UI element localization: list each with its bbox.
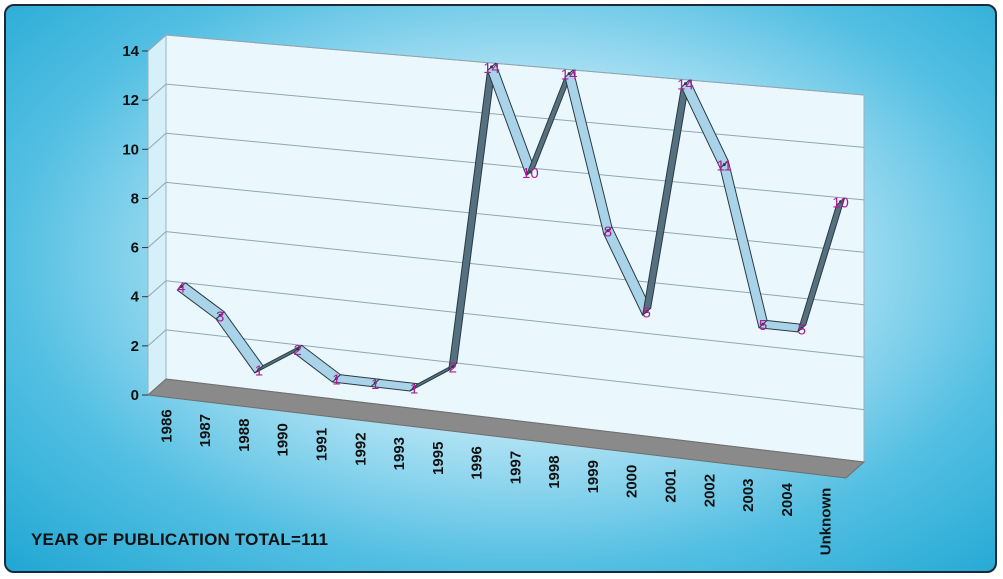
data-label: 10 (832, 195, 849, 212)
x-tick-label: 2004 (779, 482, 796, 516)
data-point (645, 310, 649, 314)
data-point (296, 347, 300, 351)
side-gridline (147, 83, 167, 101)
data-point (800, 326, 804, 330)
side-gridline (147, 329, 167, 347)
data-label: 14 (483, 60, 500, 77)
data-point (257, 367, 261, 371)
x-tick-label: Unknown (818, 488, 835, 556)
chart-frame: 0 2 4 6 8 10 12 14 1986 1987 1988 1990 1991 1992 1993… (4, 4, 997, 573)
y-tick-label: 0 (131, 387, 139, 404)
x-tick-label: 1986 (158, 409, 175, 442)
x-tick-label: 1988 (236, 419, 253, 452)
data-point (451, 365, 455, 369)
x-tick-label: 1997 (507, 451, 524, 484)
line-segment (797, 197, 846, 333)
side-gridline (147, 182, 167, 199)
x-tick-label: 1999 (585, 460, 602, 493)
x-axis-ticks: 1986 1987 1988 1990 1991 1992 1993 1995 1996 1997… (158, 409, 834, 555)
x-tick-label: 2003 (740, 478, 757, 511)
data-point (567, 72, 571, 76)
series-line (176, 62, 846, 392)
data-label: 5 (643, 305, 651, 322)
y-tick-label: 2 (131, 338, 139, 355)
data-point (490, 65, 494, 69)
side-gridline (147, 280, 167, 298)
data-point (722, 163, 726, 167)
data-label: 3 (216, 308, 224, 325)
data-point (761, 322, 765, 326)
data-point (606, 229, 610, 233)
gridlines (147, 34, 865, 411)
gridline (165, 329, 865, 411)
data-label: 1 (332, 371, 340, 388)
data-point (179, 284, 183, 288)
data-label: 11 (716, 158, 732, 175)
data-label: 2 (294, 342, 302, 359)
data-label: 1 (255, 362, 263, 379)
data-label: 14 (677, 77, 694, 94)
gridline (165, 132, 865, 201)
y-tick-label: 8 (131, 190, 139, 207)
data-label: 8 (604, 224, 612, 241)
y-tick-label: 10 (122, 141, 139, 158)
y-tick-label: 14 (122, 43, 139, 60)
x-tick-label: 1995 (430, 442, 447, 475)
x-tick-label: 1998 (546, 455, 563, 488)
data-label: 1 (371, 376, 379, 393)
data-point (839, 200, 843, 204)
data-point (528, 170, 532, 174)
data-label: 4 (177, 279, 185, 296)
chart-title: YEAR OF PUBLICATION TOTAL=111 (31, 530, 329, 549)
x-tick-label: 1993 (391, 437, 408, 470)
side-gridline (147, 132, 167, 150)
x-tick-label: 1991 (314, 428, 331, 461)
data-point (218, 313, 222, 317)
x-tick-label: 1990 (275, 423, 292, 456)
x-tick-label: 1996 (469, 446, 486, 479)
chart-floor (146, 378, 866, 479)
gridline (165, 280, 865, 358)
x-tick-label: 1987 (197, 414, 214, 447)
gridline (165, 231, 865, 306)
data-label: 10 (522, 165, 539, 182)
y-tick-label: 4 (131, 289, 140, 306)
chart-side-wall (147, 33, 167, 397)
x-tick-label: 1992 (352, 432, 369, 465)
side-gridline (147, 34, 167, 52)
data-label: 5 (798, 321, 806, 338)
data-point (683, 82, 687, 86)
x-tick-label: 2000 (624, 465, 641, 498)
data-point (334, 376, 338, 380)
side-gridline (147, 231, 167, 248)
data-label: 1 (410, 380, 418, 397)
x-tick-label: 2002 (701, 474, 718, 507)
y-tick-label: 6 (131, 240, 139, 257)
y-tick-label: 12 (122, 92, 139, 109)
gridline (165, 34, 865, 96)
data-point (373, 381, 377, 385)
x-tick-label: 2001 (663, 469, 680, 502)
data-label: 5 (759, 317, 767, 334)
data-point (412, 385, 416, 389)
data-label: 2 (449, 360, 457, 377)
data-label: 14 (561, 67, 578, 84)
y-axis-ticks: 0 2 4 6 8 10 12 14 (122, 43, 148, 404)
